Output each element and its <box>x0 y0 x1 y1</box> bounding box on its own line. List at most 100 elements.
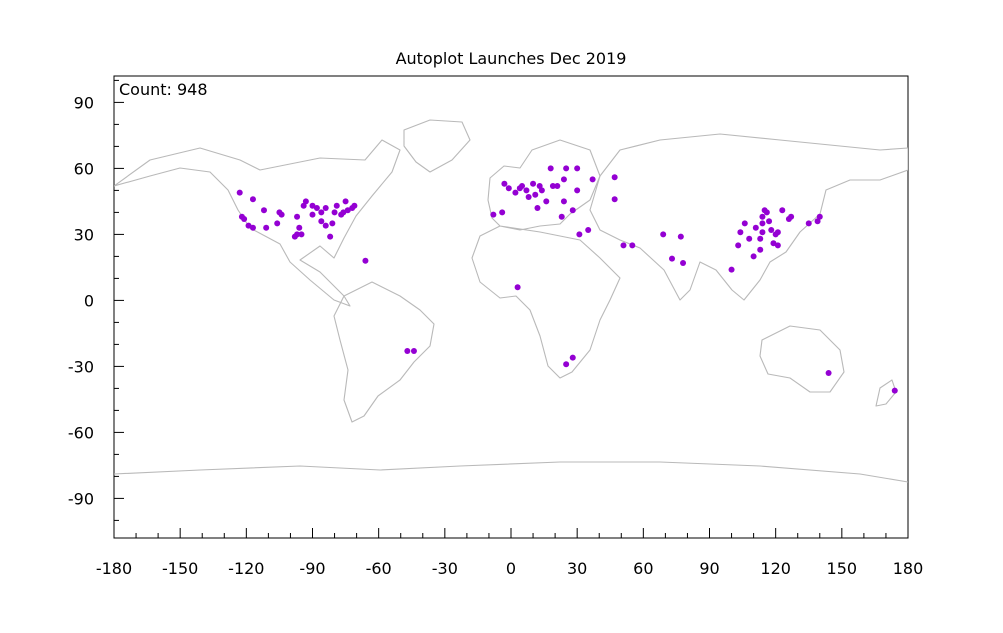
data-point <box>763 209 770 216</box>
antarctica-outline <box>114 461 908 483</box>
y-tick-label: 0 <box>84 291 94 310</box>
data-point <box>490 211 497 218</box>
data-point <box>249 196 256 203</box>
data-point <box>322 222 329 229</box>
data-point <box>677 233 684 240</box>
data-point <box>589 176 596 183</box>
data-point <box>294 213 301 220</box>
data-point <box>342 198 349 205</box>
north-america-outline <box>114 139 401 307</box>
data-point <box>629 242 636 249</box>
data-point <box>549 183 556 189</box>
south-america-outline <box>333 281 435 423</box>
data-point <box>530 180 537 187</box>
y-tick-label: -90 <box>68 489 94 508</box>
data-point <box>766 218 773 225</box>
data-point <box>525 194 532 200</box>
x-tick-label: -30 <box>432 559 458 578</box>
data-point <box>735 242 742 249</box>
plot-frame <box>113 75 909 539</box>
data-point <box>558 213 565 220</box>
data-point <box>241 216 248 222</box>
data-point <box>362 257 369 264</box>
data-point <box>274 220 281 227</box>
x-tick-label: 90 <box>699 559 719 578</box>
data-point <box>788 213 795 220</box>
data-point <box>611 174 618 181</box>
greenland-outline <box>403 119 471 173</box>
world-map <box>114 119 908 483</box>
data-point <box>505 185 512 192</box>
chart-title: Autoplot Launches Dec 2019 <box>396 49 627 68</box>
data-point <box>728 266 735 273</box>
data-point <box>547 165 554 172</box>
data-point <box>512 189 519 196</box>
data-point <box>523 187 530 194</box>
y-tick-label: -30 <box>68 357 94 376</box>
data-point <box>331 209 338 216</box>
data-point <box>563 165 570 172</box>
x-tick-label: 150 <box>827 559 858 578</box>
data-point <box>302 198 309 205</box>
data-point <box>741 220 748 227</box>
x-tick-label: 0 <box>506 559 516 578</box>
data-point <box>752 224 759 231</box>
x-tick-label: -150 <box>162 559 198 578</box>
data-point <box>560 198 567 205</box>
data-point <box>576 231 583 238</box>
data-point <box>313 205 320 211</box>
data-point <box>574 165 581 172</box>
data-point <box>534 205 541 211</box>
data-point <box>278 211 285 218</box>
data-point <box>680 260 687 266</box>
data-point <box>291 233 298 240</box>
asia-outline <box>589 133 908 301</box>
data-point <box>768 227 775 233</box>
data-point <box>298 231 305 238</box>
data-point <box>333 202 340 209</box>
data-point <box>774 229 781 236</box>
data-point <box>499 209 506 216</box>
data-point <box>543 198 550 205</box>
data-point <box>563 361 570 368</box>
y-tick-label: 90 <box>74 93 94 112</box>
data-point <box>774 242 781 249</box>
data-point <box>404 348 411 354</box>
data-point <box>660 231 667 238</box>
data-point <box>554 183 561 189</box>
new-zealand-outline <box>875 379 897 407</box>
x-tick-label: -90 <box>299 559 325 578</box>
data-point <box>805 220 812 227</box>
data-point <box>260 207 267 214</box>
data-point <box>759 220 766 227</box>
data-point <box>322 205 329 211</box>
data-point <box>779 207 786 214</box>
data-point <box>611 196 618 203</box>
x-tick-label: 180 <box>893 559 924 578</box>
data-point <box>759 229 766 236</box>
data-point <box>327 233 334 240</box>
x-tick-label: -120 <box>228 559 264 578</box>
y-tick-label: -60 <box>68 423 94 442</box>
data-point <box>757 246 764 253</box>
data-point <box>514 284 521 291</box>
data-point <box>746 235 753 242</box>
data-point <box>569 207 576 214</box>
x-tick-label: -180 <box>96 559 132 578</box>
data-point <box>329 220 336 227</box>
data-points <box>236 165 898 394</box>
data-point <box>519 183 526 189</box>
data-point <box>351 202 358 209</box>
data-point <box>574 187 581 194</box>
data-point <box>538 187 545 194</box>
data-point <box>410 348 417 354</box>
x-tick-label: 30 <box>567 559 587 578</box>
data-point <box>737 229 744 236</box>
data-point <box>296 224 303 231</box>
data-point <box>501 180 508 187</box>
data-point <box>318 218 325 225</box>
data-point <box>236 189 243 196</box>
x-tick-label: 60 <box>633 559 653 578</box>
data-point <box>249 224 256 231</box>
